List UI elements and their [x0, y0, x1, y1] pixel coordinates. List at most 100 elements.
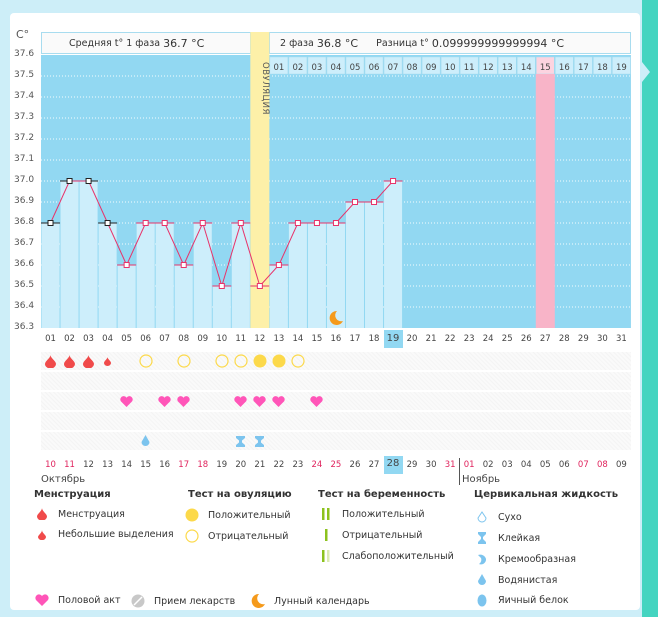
calendar-date-label[interactable]: 30 — [425, 460, 437, 470]
heart-icon[interactable] — [155, 392, 174, 410]
ovulation-test-row[interactable] — [41, 372, 631, 390]
cycle-day-label[interactable]: 22 — [444, 334, 456, 344]
cycle-day-label[interactable]: 03 — [83, 334, 94, 344]
calendar-date-label[interactable]: 23 — [292, 460, 304, 470]
cycle-day-label[interactable]: 15 — [311, 334, 323, 344]
blood-drop-icon[interactable] — [41, 352, 60, 370]
cycle-day-label[interactable]: 26 — [520, 334, 532, 344]
ovulation-negative-icon[interactable] — [174, 352, 193, 370]
ovulation-positive-icon[interactable] — [269, 352, 288, 370]
cycle-day-label[interactable]: 28 — [558, 334, 570, 344]
calendar-date-label[interactable]: 09 — [615, 460, 627, 470]
calendar-date-label[interactable]: 19 — [216, 460, 228, 470]
temperature-point — [66, 178, 73, 184]
blood-drop-icon[interactable] — [79, 352, 98, 370]
calendar-date-label[interactable]: 20 — [235, 460, 247, 470]
calendar-date-label[interactable]: 01 — [463, 460, 475, 470]
cycle-day-label[interactable]: 24 — [482, 334, 494, 344]
calendar-date-label[interactable]: 11 — [64, 460, 75, 470]
heart-icon[interactable] — [269, 392, 288, 410]
cycle-day-label[interactable]: 14 — [292, 334, 304, 344]
cycle-day-label[interactable]: 07 — [159, 334, 171, 344]
calendar-date-label[interactable]: 08 — [596, 460, 608, 470]
cycle-day-label[interactable]: 16 — [330, 334, 342, 344]
cycle-day-label[interactable]: 09 — [197, 334, 209, 344]
cycle-day-label[interactable]: 13 — [273, 334, 285, 344]
calendar-date-label[interactable]: 14 — [121, 460, 133, 470]
cycle-day-label[interactable]: 30 — [596, 334, 608, 344]
legend-label: Положительный — [208, 509, 291, 521]
ovulation-negative-icon[interactable] — [136, 352, 155, 370]
small-blood-drop-icon[interactable] — [98, 352, 117, 370]
post-ovulation-day-label: 06 — [369, 63, 380, 73]
heart-icon[interactable] — [117, 392, 136, 410]
calendar-date-label[interactable]: 17 — [178, 460, 190, 470]
calendar-date-label[interactable]: 05 — [539, 460, 551, 470]
calendar-date-label[interactable]: 18 — [197, 460, 209, 470]
ovulation-positive-icon[interactable] — [250, 352, 269, 370]
cycle-day-label[interactable]: 04 — [102, 334, 113, 344]
cycle-day-label[interactable]: 01 — [45, 334, 56, 344]
intercourse-row[interactable] — [41, 392, 631, 410]
cycle-day-label[interactable]: 08 — [178, 334, 190, 344]
heart-icon[interactable] — [307, 392, 326, 410]
sticky-hourglass-icon[interactable] — [231, 432, 250, 450]
empty-circle-icon — [185, 529, 199, 543]
calendar-date-label[interactable]: 26 — [349, 460, 361, 470]
calendar-date-label[interactable]: 10 — [45, 460, 56, 470]
cycle-day-label[interactable]: 05 — [121, 334, 133, 344]
ovulation-negative-icon[interactable] — [288, 352, 307, 370]
cycle-day-label[interactable]: 06 — [140, 334, 152, 344]
next-arrow-icon[interactable] — [642, 62, 650, 82]
cycle-day-label[interactable]: 10 — [216, 334, 228, 344]
calendar-date-label[interactable]: 12 — [83, 460, 94, 470]
calendar-date-label[interactable]: 24 — [311, 460, 323, 470]
cycle-day-label[interactable]: 12 — [254, 334, 266, 344]
calendar-date-label[interactable]: 15 — [140, 460, 152, 470]
cycle-day-label[interactable]: 31 — [615, 334, 627, 344]
heart-icon[interactable] — [250, 392, 269, 410]
sticky-hourglass-icon[interactable] — [250, 432, 269, 450]
calendar-date-label[interactable]: 02 — [482, 460, 494, 470]
calendar-date-label[interactable]: 13 — [102, 460, 113, 470]
cycle-day-label[interactable]: 23 — [463, 334, 475, 344]
post-ovulation-day-cell — [345, 56, 365, 75]
calendar-date-label[interactable]: 25 — [330, 460, 342, 470]
cycle-day-label[interactable]: 25 — [501, 334, 513, 344]
calendar-date-label[interactable]: 04 — [520, 460, 532, 470]
cycle-day-label[interactable]: 11 — [235, 334, 247, 344]
cycle-day-label[interactable]: 02 — [64, 334, 75, 344]
cycle-day-label[interactable]: 17 — [349, 334, 361, 344]
watery-drop-icon[interactable] — [136, 432, 155, 450]
heart-icon[interactable] — [174, 392, 193, 410]
calendar-date-label[interactable]: 28 — [383, 456, 403, 474]
calendar-date-label[interactable]: 22 — [273, 460, 285, 470]
calendar-date-label[interactable]: 29 — [406, 460, 418, 470]
temperature-bar — [384, 181, 403, 328]
cervical-fluid-row[interactable] — [41, 432, 631, 450]
calendar-date-label[interactable]: 03 — [501, 460, 513, 470]
ovulation-negative-icon[interactable] — [212, 352, 231, 370]
calendar-date-label[interactable]: 16 — [159, 460, 171, 470]
calendar-date-label[interactable]: 07 — [577, 460, 589, 470]
menstruation-row[interactable] — [41, 352, 631, 370]
calendar-date-label[interactable]: 31 — [444, 460, 456, 470]
legend-label: Половой акт — [58, 594, 121, 606]
post-ovulation-day-label: 09 — [426, 63, 437, 73]
ovulation-negative-icon[interactable] — [231, 352, 250, 370]
cycle-day-label[interactable]: 27 — [539, 334, 551, 344]
cycle-day-label[interactable]: 20 — [406, 334, 418, 344]
calendar-date-label[interactable]: 27 — [368, 460, 380, 470]
blood-drop-icon[interactable] — [60, 352, 79, 370]
calendar-date-label[interactable]: 06 — [558, 460, 570, 470]
heart-icon[interactable] — [231, 392, 250, 410]
cycle-day-label[interactable]: 29 — [577, 334, 589, 344]
cycle-day-label[interactable]: 21 — [425, 334, 437, 344]
cycle-day-label[interactable]: 18 — [368, 334, 380, 344]
month-november: Ноябрь — [462, 474, 501, 485]
calendar-date-label[interactable]: 21 — [254, 460, 266, 470]
temperature-point — [123, 262, 130, 268]
pregnancy-test-row[interactable] — [41, 412, 631, 430]
side-scroll-strip[interactable] — [642, 0, 658, 617]
cycle-day-label[interactable]: 19 — [383, 330, 403, 348]
